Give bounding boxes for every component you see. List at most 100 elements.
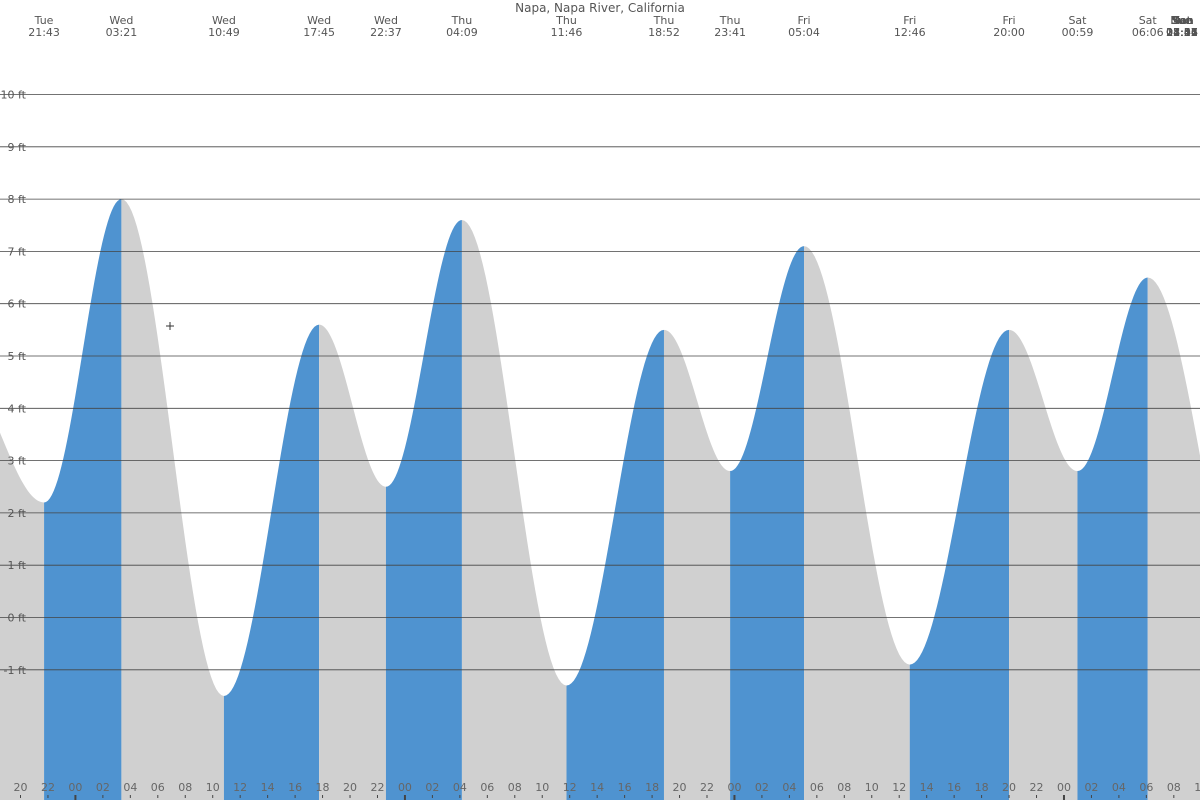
extreme-day-label: Fri bbox=[797, 14, 810, 27]
extreme-time-label: 22:42 bbox=[1166, 26, 1198, 39]
extreme-day-label: Sat bbox=[1173, 14, 1192, 27]
y-tick-label: 5 ft bbox=[8, 350, 27, 363]
extreme-time-label: 06:06 bbox=[1132, 26, 1164, 39]
extreme-day-label: Mon bbox=[1170, 14, 1193, 27]
extreme-day-label: Thu bbox=[555, 14, 577, 27]
hour-tick-label: 12 bbox=[892, 781, 906, 794]
extreme-day-label: Thu bbox=[719, 14, 741, 27]
hour-tick-label: 10 bbox=[535, 781, 549, 794]
extreme-time-label: 14:55 bbox=[1166, 26, 1198, 39]
hour-tick-label: 08 bbox=[837, 781, 851, 794]
extreme-day-label: Tue bbox=[34, 14, 54, 27]
y-tick-label: -1 ft bbox=[4, 664, 27, 677]
hour-tick-label: 16 bbox=[618, 781, 632, 794]
extreme-time-label: 00:59 bbox=[1062, 26, 1094, 39]
extreme-day-label: Wed bbox=[374, 14, 398, 27]
hour-tick-label: 06 bbox=[480, 781, 494, 794]
hour-tick-label: 22 bbox=[41, 781, 55, 794]
falling-tide-segment bbox=[319, 324, 386, 800]
hour-tick-label: 22 bbox=[370, 781, 384, 794]
y-tick-label: 6 ft bbox=[8, 298, 27, 311]
extreme-time-label: 02:26 bbox=[1166, 26, 1198, 39]
extreme-time-label: 11:46 bbox=[551, 26, 583, 39]
rising-tide-segment bbox=[385, 220, 462, 800]
hour-tick-label: 22 bbox=[700, 781, 714, 794]
hour-axis: 20 22 00 02 04 06 08 10 12 14 16 18 20 22 00 02 04 06 08 10… bbox=[14, 781, 1200, 800]
falling-tide-segment bbox=[0, 432, 45, 800]
extreme-time-label: 03:21 bbox=[106, 26, 138, 39]
hour-tick-label: 20 bbox=[343, 781, 357, 794]
extreme-day-label: Mon bbox=[1170, 14, 1193, 27]
y-tick-label: 9 ft bbox=[8, 141, 27, 154]
extreme-day-label: Sun bbox=[1172, 14, 1193, 27]
extreme-day-label: Sun bbox=[1172, 14, 1193, 27]
extreme-time-label: 04:51 bbox=[1166, 26, 1198, 39]
hour-tick-label: 10 bbox=[206, 781, 220, 794]
extreme-time-label: 23:41 bbox=[714, 26, 746, 39]
hour-tick-label: 18 bbox=[645, 781, 659, 794]
y-tick-label: 7 ft bbox=[8, 245, 27, 258]
y-tick-label: 0 ft bbox=[8, 612, 27, 625]
extreme-time-label: 08:35 bbox=[1166, 26, 1198, 39]
hour-tick-label: 10 bbox=[865, 781, 879, 794]
hour-tick-label: 12 bbox=[563, 781, 577, 794]
hour-tick-label: 02 bbox=[96, 781, 110, 794]
hour-tick-label: 14 bbox=[920, 781, 934, 794]
hour-tick-label: 14 bbox=[590, 781, 604, 794]
extreme-day-label: Sun bbox=[1172, 14, 1193, 27]
extreme-time-label: 18:52 bbox=[648, 26, 680, 39]
y-tick-label: 8 ft bbox=[8, 193, 27, 206]
extreme-time-label: 21:57 bbox=[1166, 26, 1198, 39]
hour-tick-label: 20 bbox=[14, 781, 28, 794]
extreme-time-label: 05:04 bbox=[788, 26, 820, 39]
hour-tick-label: 22 bbox=[1030, 781, 1044, 794]
hour-tick-label: 08 bbox=[1167, 781, 1181, 794]
hour-tick-label: 16 bbox=[947, 781, 961, 794]
extreme-time-label: 10:49 bbox=[208, 26, 240, 39]
hour-tick-label: 00 bbox=[1057, 781, 1071, 794]
hour-tick-label: 12 bbox=[233, 781, 247, 794]
hour-tick-label: 06 bbox=[151, 781, 165, 794]
hour-tick-label: 04 bbox=[453, 781, 467, 794]
extreme-time-label: 21:43 bbox=[28, 26, 60, 39]
y-tick-label: 3 ft bbox=[8, 455, 27, 468]
hour-tick-label: 18 bbox=[316, 781, 330, 794]
extreme-day-label: Sun bbox=[1172, 14, 1193, 27]
y-tick-label: 4 ft bbox=[8, 402, 27, 415]
rising-tide-segment bbox=[44, 199, 122, 800]
y-tick-label: 1 ft bbox=[8, 559, 27, 572]
extreme-time-label: 20:00 bbox=[993, 26, 1025, 39]
chart-title: Napa, Napa River, California bbox=[515, 1, 685, 15]
hour-tick-label: 18 bbox=[975, 781, 989, 794]
extreme-day-label: Wed bbox=[212, 14, 236, 27]
hour-tick-label: 06 bbox=[810, 781, 824, 794]
y-axis-labels: -1 ft 0 ft 1 ft 2 ft 3 ft 4 ft 5 ft 6 ft 7 ft 8 f… bbox=[1, 89, 27, 677]
y-tick-label: 2 ft bbox=[8, 507, 27, 520]
extreme-time-label: 12:46 bbox=[894, 26, 926, 39]
hour-tick-label: 06 bbox=[1139, 781, 1153, 794]
y-tick-label: 10 ft bbox=[1, 89, 27, 102]
extreme-day-label: Sat bbox=[1173, 14, 1192, 27]
hour-tick-label: 00 bbox=[68, 781, 82, 794]
hour-tick-label: 00 bbox=[727, 781, 741, 794]
falling-tide-segment bbox=[804, 246, 910, 800]
extreme-day-label: Sat bbox=[1139, 14, 1158, 27]
extreme-time-label: 15:55 bbox=[1166, 26, 1198, 39]
hour-tick-label: 02 bbox=[1084, 781, 1098, 794]
extreme-day-label: Tue bbox=[1172, 14, 1192, 27]
rising-tide-segment bbox=[730, 246, 805, 800]
extreme-time-label: 07:17 bbox=[1166, 26, 1198, 39]
hour-tick-label: 04 bbox=[782, 781, 796, 794]
hour-tick-label: 08 bbox=[508, 781, 522, 794]
extreme-day-label: Thu bbox=[653, 14, 675, 27]
extreme-time-label: 13:51 bbox=[1166, 26, 1198, 39]
falling-tide-segment bbox=[461, 220, 567, 800]
extreme-labels: Tue21:43Wed03:21Wed10:49Wed17:45Wed22:37… bbox=[28, 14, 1198, 39]
extreme-day-label: Wed bbox=[307, 14, 331, 27]
hour-tick-label: 20 bbox=[673, 781, 687, 794]
extreme-time-label: 03:46 bbox=[1166, 26, 1198, 39]
hour-tick-label: 10 bbox=[1194, 781, 1200, 794]
extreme-time-label: 22:37 bbox=[370, 26, 402, 39]
extreme-day-label: Mon bbox=[1170, 14, 1193, 27]
hour-tick-label: 16 bbox=[288, 781, 302, 794]
